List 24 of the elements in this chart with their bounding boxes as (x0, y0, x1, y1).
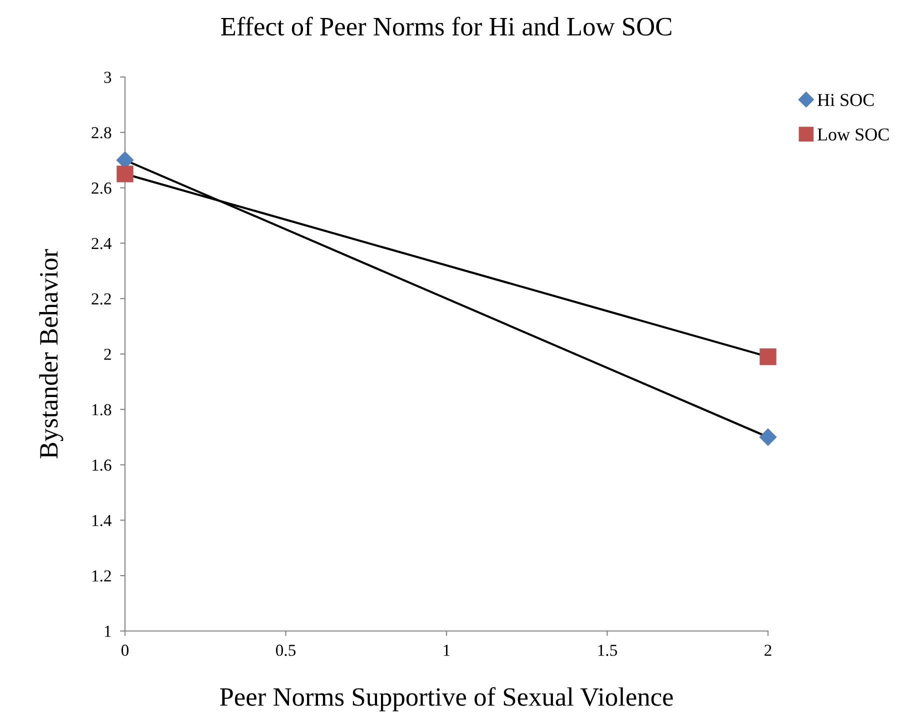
chart-title: Effect of Peer Norms for Hi and Low SOC (221, 16, 672, 36)
point (759, 428, 777, 446)
y-tick-label: 2.2 (92, 293, 111, 305)
y-tick-label: 1.8 (92, 404, 112, 416)
x-tick-label: 0.5 (276, 644, 296, 656)
point (760, 348, 776, 366)
y-tick-label: 2.8 (92, 127, 112, 138)
x-tick-label: 1 (444, 644, 450, 656)
y-tick-label: 1 (104, 626, 111, 637)
x-tick-label: 0 (121, 644, 129, 656)
x-tick-label: 1.5 (598, 644, 618, 656)
y-axis-title: Bystander Behavior (39, 249, 64, 458)
y-tick-label: 1.4 (92, 514, 112, 526)
y-tick-label: 2.4 (92, 238, 112, 250)
point (116, 166, 134, 182)
y-tick-label: 2.6 (92, 182, 112, 194)
y-tick-label: 1.2 (92, 570, 111, 582)
legend-label: Low SOC (817, 128, 889, 141)
x-axis-title: Peer Norms Supportive of Sexual Violence (220, 687, 673, 712)
y-tick-label: 2 (104, 348, 111, 360)
y-tick-label: 3 (104, 72, 112, 83)
x-tick-label: 2 (764, 644, 772, 656)
y-tick-label: 1.6 (92, 460, 112, 471)
legend-label: Hi SOC (817, 94, 874, 106)
